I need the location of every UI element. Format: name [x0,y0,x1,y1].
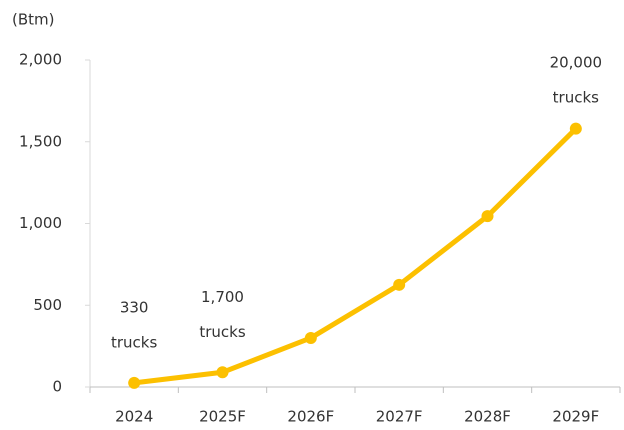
annotation: trucks [199,323,245,341]
x-tick-label: 2026F [287,408,334,426]
marker [216,366,229,379]
x-tick-label: 2024 [115,408,153,426]
marker [393,278,406,291]
x-tick-label: 2027F [376,408,423,426]
annotation: trucks [111,333,157,351]
y-tick-label: 1,500 [19,132,62,150]
marker [128,376,141,389]
y-tick-label: 0 [52,378,62,396]
x-tick-label: 2029F [552,408,599,426]
y-tick-label: 2,000 [19,51,62,69]
x-tick-label: 2025F [199,408,246,426]
marker [481,210,494,223]
annotation: trucks [553,89,599,107]
x-tick-label: 2028F [464,408,511,426]
annotation: 330 [120,298,149,316]
annotation: 20,000 [550,54,603,72]
y-tick-label: 500 [33,296,62,314]
y-axis-label: (Btm) [12,11,55,29]
line [133,126,578,386]
marker [304,331,317,344]
marker [569,122,582,135]
annotation: 1,700 [201,288,244,306]
y-tick-label: 1,000 [19,214,62,232]
